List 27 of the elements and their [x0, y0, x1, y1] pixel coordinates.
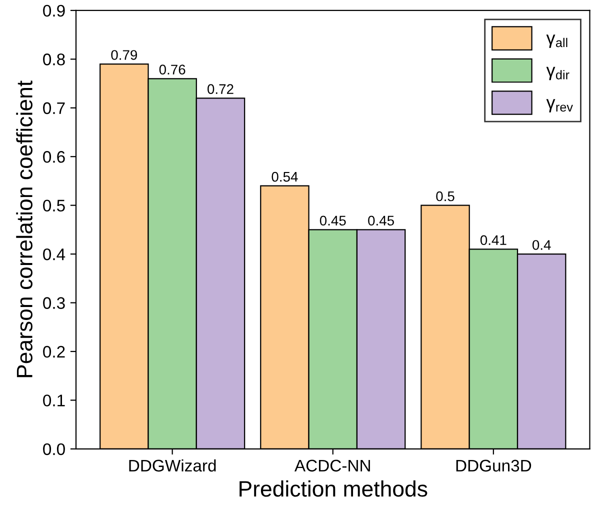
x-tick-label: ACDC-NN [294, 460, 370, 472]
y-tick-label: 0.2 [43, 346, 65, 358]
y-tick-label: 0.9 [43, 4, 65, 17]
legend-label: γ$_{dir}$ [546, 66, 570, 80]
y-tick-label: 0.6 [43, 151, 65, 163]
x-tick-label: DDGWizard [129, 459, 216, 472]
y-tick-label: 0.1 [43, 394, 65, 406]
data-label: 0.4 [532, 240, 551, 250]
legend-label: γ$_{all}$ [546, 34, 568, 48]
y-tick-label: 0.4 [43, 248, 66, 260]
data-label: 0.45 [368, 216, 394, 226]
data-label: 0.76 [159, 64, 186, 75]
data-label: 0.79 [111, 50, 138, 60]
data-label: 0.72 [208, 84, 234, 94]
x-axis-title: Prediction methods [240, 480, 428, 497]
legend-label: γ$_{rev}$ [546, 99, 573, 112]
data-label: 0.41 [480, 235, 506, 246]
y-tick-label: 0.8 [43, 54, 65, 66]
data-label: 0.5 [436, 191, 454, 202]
y-tick-label: 0.3 [43, 297, 65, 309]
y-tick-label: 0.7 [43, 102, 65, 114]
y-axis-title: Pearson correlation coefficient [16, 80, 32, 378]
y-tick-label: 0.5 [43, 200, 65, 212]
data-label: 0.45 [320, 216, 346, 226]
x-tick-label: DDGun3D [456, 460, 532, 472]
y-tick-label: 0.0 [43, 443, 65, 456]
data-label: 0.54 [272, 172, 298, 182]
